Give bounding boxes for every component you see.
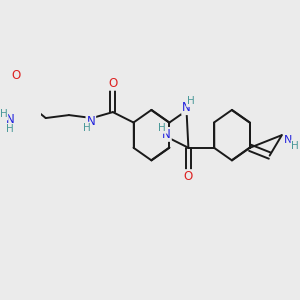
Text: N: N <box>5 113 14 126</box>
Text: N: N <box>284 135 292 145</box>
Text: H: H <box>0 110 8 119</box>
Text: N: N <box>162 128 171 141</box>
Text: H: H <box>7 124 14 134</box>
Text: H: H <box>83 123 91 133</box>
Text: O: O <box>12 69 21 82</box>
Text: H: H <box>291 140 299 151</box>
Text: O: O <box>108 77 117 90</box>
Text: N: N <box>182 101 191 114</box>
Text: H: H <box>158 123 166 133</box>
Text: H: H <box>187 96 195 106</box>
Text: O: O <box>184 170 193 183</box>
Text: N: N <box>86 115 95 128</box>
